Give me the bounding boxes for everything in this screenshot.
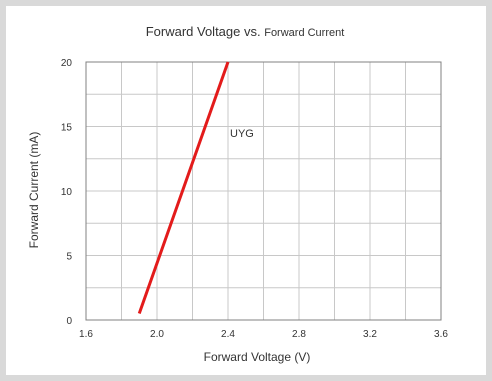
series-line bbox=[137, 61, 230, 315]
series-layer bbox=[137, 61, 230, 315]
x-tick-label: 3.6 bbox=[434, 329, 448, 340]
x-tick-label: 1.6 bbox=[79, 329, 93, 340]
y-tick-label: 15 bbox=[61, 123, 73, 134]
chart-title-main: Forward Voltage vs. bbox=[146, 24, 261, 39]
y-tick-label: 5 bbox=[66, 252, 72, 263]
series-annotation: UYG bbox=[230, 128, 254, 140]
x-tick-label: 2.4 bbox=[221, 329, 235, 340]
y-tick-label: 10 bbox=[61, 187, 73, 198]
chart-title: Forward Voltage vs. Forward Current bbox=[146, 24, 345, 39]
plot-border bbox=[85, 61, 442, 321]
y-axis-label: Forward Current (mA) bbox=[27, 132, 41, 249]
y-tick-label: 0 bbox=[66, 316, 72, 327]
x-tick-labels: 1.6 2.0 2.4 2.8 3.2 3.6 bbox=[79, 329, 448, 340]
x-tick-label: 2.8 bbox=[292, 329, 306, 340]
x-tick-label: 2.0 bbox=[150, 329, 164, 340]
grid bbox=[85, 61, 442, 321]
chart-title-tail: Forward Current bbox=[264, 27, 344, 39]
y-tick-label: 20 bbox=[61, 58, 73, 69]
y-tick-labels: 0 5 10 15 20 bbox=[61, 58, 73, 327]
x-axis-label: Forward Voltage (V) bbox=[204, 350, 311, 364]
x-tick-label: 3.2 bbox=[363, 329, 377, 340]
